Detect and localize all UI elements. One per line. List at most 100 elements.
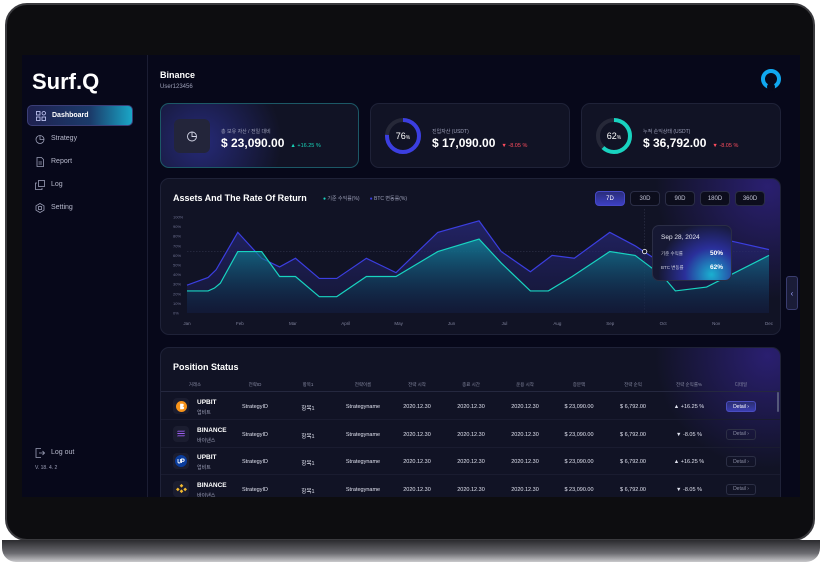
page-title: Binance <box>160 70 196 80</box>
x-tick-label: Nov <box>712 321 721 326</box>
range-180d[interactable]: 180D <box>700 191 730 206</box>
bitcoin-icon <box>173 398 189 414</box>
series-line <box>187 238 770 298</box>
column-header: 항목1 <box>302 382 314 387</box>
cell-profit: $ 6,792.00 <box>620 459 646 465</box>
stat-value-row: $ 23,090.00 ▲ +16.25 % <box>221 136 321 150</box>
pie-icon <box>35 134 45 144</box>
y-tick-label: 40% <box>173 272 181 277</box>
stat-change: ▲ +16.25 % <box>290 143 321 149</box>
x-tick-label: Jun <box>448 321 456 326</box>
cell-run: 2020.12.30 <box>511 404 539 410</box>
stat-value: $ 23,090.00 <box>221 136 285 150</box>
sidebar-item-setting[interactable]: Setting <box>27 197 133 218</box>
collapse-panel-button[interactable]: ‹ <box>786 276 798 310</box>
rate-value: -8.05 % <box>683 431 702 438</box>
y-tick-label: 50% <box>173 263 181 268</box>
exchange-name: UPBIT <box>197 454 217 461</box>
gauge-unit: % <box>616 135 622 141</box>
chart-card: Assets And The Rate Of Return ● 기준 수익률(%… <box>160 178 781 335</box>
sidebar-item-log[interactable]: Log <box>27 174 133 195</box>
sidebar-item-dashboard[interactable]: Dashboard <box>27 105 133 126</box>
cell-rate: ▲ +16.25 % <box>673 404 705 410</box>
stat-card-total: 총 보유 자산 / 전일 대비 $ 23,090.00 ▲ +16.25 % <box>160 103 359 168</box>
table-header: 거래소 전략ID 항목1 전략이름 전략 시작 종료 시간 운용 시작 증분액 전략 순익 전략 … <box>161 380 780 392</box>
column-header: 전략 순익 <box>624 382 642 387</box>
gauge-ring <box>385 118 421 154</box>
logout-label: Log out <box>51 449 75 456</box>
sidebar-item-label: Report <box>51 158 73 165</box>
username: User123456 <box>160 84 193 90</box>
stat-change-value: +16.25 % <box>297 143 321 149</box>
gauge-number: 76 <box>395 131 406 141</box>
y-tick-label: 0% <box>173 311 179 316</box>
cell-run: 2020.12.30 <box>511 486 539 493</box>
column-header: 전략이름 <box>354 382 372 387</box>
avatar-icon[interactable] <box>760 69 782 91</box>
rate-value: +16.25 % <box>680 459 705 465</box>
table-row: UPBIT 업비트 StrategyID 항목1 Strategyname 2020.1… <box>161 448 780 475</box>
detail-label: Detail <box>733 486 746 492</box>
rate-value: +16.25 % <box>680 404 705 410</box>
cell-start: 2020.12.30 <box>403 459 431 465</box>
detail-label: Detail <box>733 403 746 410</box>
cell-amount: $ 23,090.00 <box>564 431 594 438</box>
pie-icon <box>174 119 210 153</box>
x-tick-label: Aug <box>553 321 562 326</box>
stat-change: ▼ -8.05 % <box>501 143 528 149</box>
detail-button[interactable]: Detail › <box>726 428 756 440</box>
column-header: 전략ID <box>248 382 262 387</box>
detail-button[interactable]: Detail › <box>726 483 756 495</box>
range-30d[interactable]: 30D <box>630 191 660 206</box>
detail-button[interactable]: Detail › <box>726 456 756 467</box>
exchange-sub: 바이낸스 <box>197 437 216 444</box>
sidebar-item-label: Strategy <box>51 135 78 142</box>
hover-point[interactable] <box>642 248 648 255</box>
stat-card-entry: 76% 진입자산 (USDT) $ 17,090.00 ▼ -8.05 % <box>370 103 570 168</box>
x-tick-label: Jan <box>183 321 191 326</box>
y-tick-label: 70% <box>173 243 181 248</box>
detail-label: Detail <box>733 458 746 465</box>
cell-item: 항목1 <box>301 433 315 440</box>
series-area <box>187 239 769 313</box>
y-tick-label: 10% <box>173 301 181 306</box>
sidebar-item-report[interactable]: Report <box>27 151 133 172</box>
x-tick-label: Oct <box>660 321 668 326</box>
cell-amount: $ 23,090.00 <box>564 486 594 493</box>
document-icon <box>36 156 44 167</box>
exchange-sub: 업비트 <box>197 465 211 471</box>
stat-value: $ 17,090.00 <box>432 136 496 150</box>
range-360d[interactable]: 360D <box>735 191 765 206</box>
cell-end: 2020.12.30 <box>457 431 485 438</box>
stat-value-row: $ 17,090.00 ▼ -8.05 % <box>432 136 527 150</box>
y-tick-label: 80% <box>173 234 181 239</box>
gauge-value: 76% <box>383 131 423 141</box>
column-header: 종료 시간 <box>462 382 480 387</box>
legend-dot: ● <box>323 196 327 202</box>
cell-start: 2020.12.30 <box>403 431 431 438</box>
cell-id: StrategyID <box>242 459 268 465</box>
grid-icon <box>36 110 46 121</box>
stat-change-value: -8.05 % <box>719 143 739 149</box>
cell-name: Strategyname <box>345 404 381 410</box>
scrollbar[interactable] <box>777 392 779 412</box>
gauge-value: 62% <box>594 131 634 141</box>
sidebar-item-strategy[interactable]: Strategy <box>27 128 133 149</box>
range-90d[interactable]: 90D <box>665 191 695 206</box>
sidebar-item-label: Setting <box>51 204 73 211</box>
stat-value-row: $ 36,792.00 ▼ -8.05 % <box>643 136 738 150</box>
chart-title: Assets And The Rate Of Return <box>173 193 307 203</box>
hexagon-icon <box>35 202 45 213</box>
cell-profit: $ 6,792.00 <box>620 486 646 493</box>
logout-button[interactable]: Log out <box>27 442 133 463</box>
detail-button[interactable]: Detail › <box>726 401 756 412</box>
x-tick-label: Sep <box>606 321 615 326</box>
cell-end: 2020.12.30 <box>457 459 485 465</box>
gauge-ring <box>596 118 632 154</box>
solana-icon <box>173 425 189 442</box>
cell-rate: ▲ +16.25 % <box>673 459 705 465</box>
range-7d[interactable]: 7D <box>595 191 625 206</box>
exchange-sub: 업비트 <box>197 410 211 416</box>
stat-change: ▼ -8.05 % <box>712 143 739 149</box>
stat-label: 누적 손익상태 (USDT) <box>643 129 691 135</box>
